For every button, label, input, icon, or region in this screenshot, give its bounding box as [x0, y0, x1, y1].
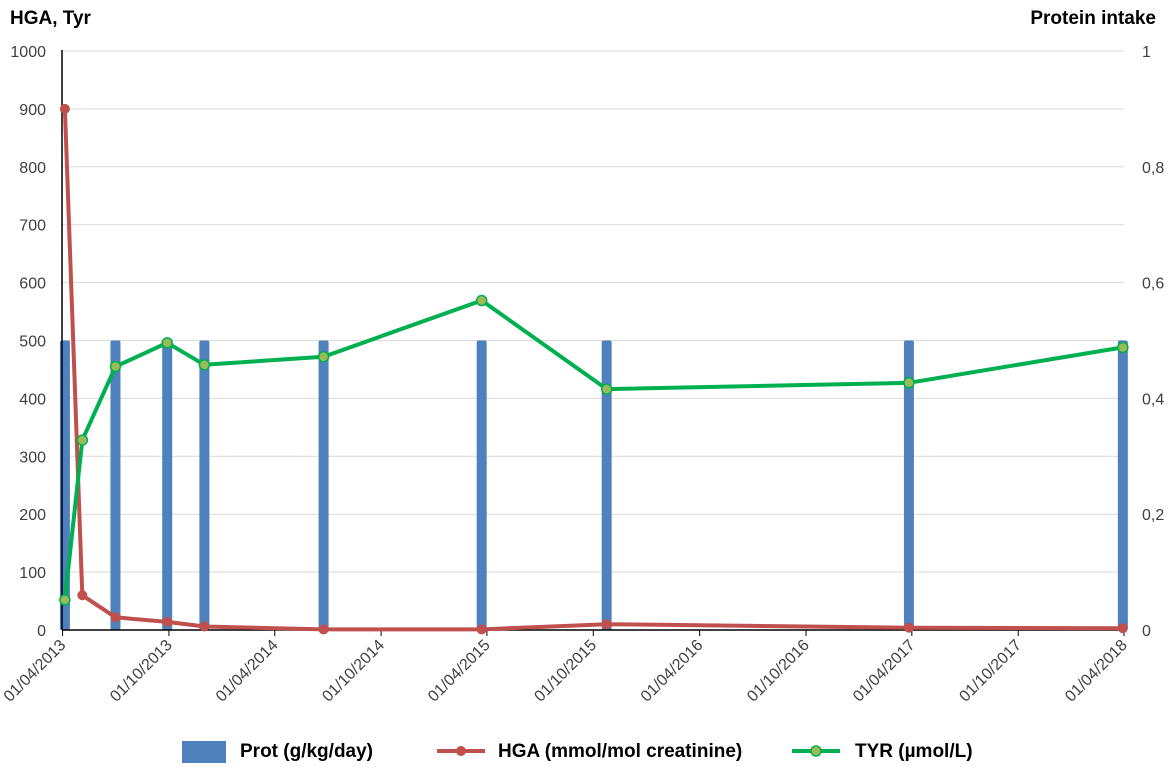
hga-point	[59, 103, 70, 114]
right-axis-ticks: 0 0,2 0,4 0,6 0,8 1	[1142, 44, 1164, 640]
left-tick-label: 300	[19, 449, 46, 466]
left-tick-label: 1000	[10, 44, 46, 61]
legend-swatch-prot	[182, 741, 226, 763]
left-tick-label: 400	[19, 391, 46, 408]
right-tick-label: 0,8	[1142, 160, 1164, 177]
left-tick-label: 0	[37, 623, 46, 640]
legend-label-prot: Prot (g/kg/day)	[240, 741, 373, 762]
line-series	[59, 103, 1129, 635]
legend-label-tyr: TYR (µmol/L)	[855, 741, 973, 762]
right-tick-label: 1	[1142, 44, 1151, 61]
left-axis-title: HGA, Tyr	[10, 8, 92, 29]
legend-item-hga: HGA (mmol/mol creatinine)	[437, 741, 742, 762]
right-tick-label: 0,2	[1142, 507, 1164, 524]
hga-point	[199, 621, 210, 632]
tyr-point	[76, 434, 89, 446]
hga-point	[601, 619, 612, 630]
gridlines	[62, 50, 1124, 573]
hga-point	[1117, 623, 1128, 634]
prot-bar	[903, 340, 914, 630]
tyr-point	[600, 383, 613, 395]
prot-bar	[1117, 340, 1128, 630]
left-tick-label: 900	[19, 102, 46, 119]
right-tick-label: 0,4	[1142, 391, 1164, 408]
left-axis-ticks: 0 100 200 300 400 500 600 700 800 900 1000	[10, 44, 46, 640]
hga-point	[318, 624, 329, 635]
prot-bar	[162, 340, 173, 630]
left-tick-label: 500	[19, 334, 46, 351]
tyr-point	[198, 359, 211, 371]
prot-bar	[199, 340, 210, 630]
legend: Prot (g/kg/day) HGA (mmol/mol creatinine…	[182, 741, 973, 763]
prot-bar	[476, 340, 487, 630]
prot-bar	[601, 340, 612, 630]
legend-marker-hga	[456, 746, 466, 756]
legend-item-tyr: TYR (µmol/L)	[792, 741, 973, 762]
hga-point	[77, 590, 88, 601]
hga-point	[476, 624, 487, 635]
legend-item-prot: Prot (g/kg/day)	[182, 741, 373, 763]
hga-point	[110, 612, 121, 623]
right-axis-title: Protein intake	[1030, 8, 1156, 29]
right-tick-label: 0	[1142, 623, 1151, 640]
left-tick-label: 700	[19, 218, 46, 235]
legend-marker-tyr	[810, 745, 822, 757]
tyr-point	[59, 594, 71, 606]
tyr-line	[62, 298, 1124, 601]
right-tick-label: 0,6	[1142, 276, 1164, 293]
hga-point	[903, 622, 914, 633]
tyr-point	[903, 377, 915, 389]
hga-line	[62, 108, 1123, 632]
tyr-point	[161, 337, 173, 349]
tyr-point	[475, 294, 488, 307]
prot-bar	[318, 340, 329, 630]
hga-point	[162, 616, 173, 627]
tyr-point	[1117, 341, 1129, 354]
left-tick-label: 600	[19, 276, 46, 293]
left-tick-label: 800	[19, 160, 46, 177]
tyr-point	[317, 350, 330, 363]
tyr-point	[109, 360, 122, 373]
left-tick-label: 200	[19, 507, 46, 524]
left-tick-label: 100	[19, 565, 46, 582]
legend-label-hga: HGA (mmol/mol creatinine)	[498, 741, 742, 762]
prot-bar	[110, 340, 121, 630]
